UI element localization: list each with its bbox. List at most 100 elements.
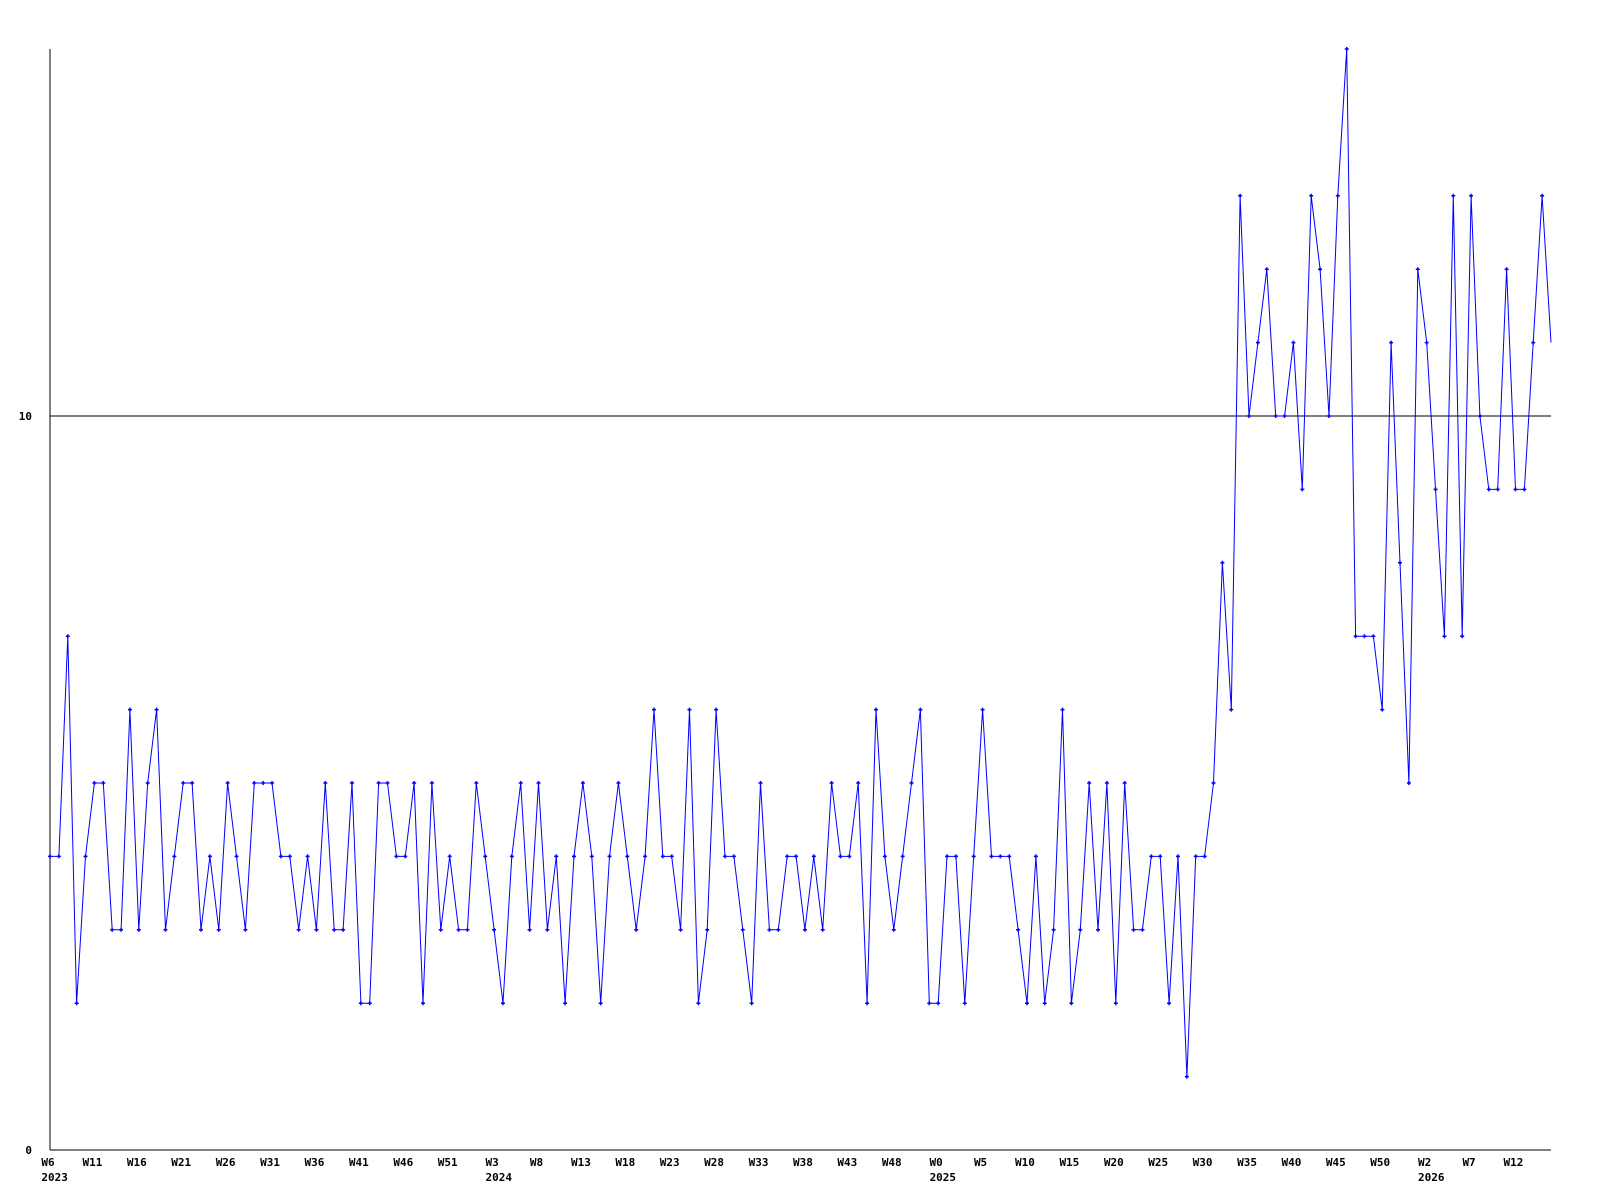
- data-point: [278, 854, 283, 859]
- data-point: [270, 781, 275, 785]
- data-point: [1424, 340, 1429, 345]
- data-point: [1398, 560, 1403, 565]
- data-point: [1371, 634, 1376, 639]
- x-tick-label: W50: [1370, 1156, 1390, 1169]
- data-point: [1282, 414, 1287, 418]
- x-tick-label: W41: [349, 1156, 369, 1169]
- data-point: [1460, 634, 1465, 639]
- series-line: [50, 48, 1552, 1077]
- y-tick-label: 10: [19, 410, 32, 423]
- data-point: [1096, 927, 1101, 932]
- data-point: [554, 854, 559, 859]
- x-tick-label: W12: [1504, 1156, 1524, 1169]
- data-point: [891, 927, 896, 932]
- data-point: [829, 781, 834, 785]
- data-point: [216, 927, 221, 932]
- data-point: [438, 927, 443, 932]
- data-point: [749, 1001, 754, 1006]
- data-point: [794, 854, 799, 859]
- data-point: [367, 1001, 372, 1006]
- data-point: [651, 707, 656, 712]
- data-point: [1211, 781, 1216, 785]
- data-point: [1335, 193, 1340, 198]
- data-point: [767, 927, 772, 932]
- data-point: [1451, 193, 1456, 198]
- data-point: [1522, 487, 1527, 492]
- data-point: [572, 854, 577, 859]
- data-point: [660, 854, 665, 859]
- data-point: [1167, 1001, 1172, 1006]
- data-point: [909, 781, 914, 785]
- data-point: [1326, 414, 1331, 418]
- data-point: [48, 854, 52, 859]
- data-point: [1380, 707, 1385, 712]
- data-point: [678, 927, 683, 932]
- data-point: [1255, 340, 1260, 345]
- x-tick-label: W46: [393, 1156, 413, 1169]
- x-tick-label: W51: [438, 1156, 458, 1169]
- data-point: [953, 854, 958, 859]
- data-point: [1513, 487, 1518, 492]
- x-tick-label: W31: [260, 1156, 280, 1169]
- data-point: [1362, 634, 1367, 639]
- data-point: [403, 854, 408, 859]
- x-tick-label: W11: [82, 1156, 102, 1169]
- data-point: [314, 927, 319, 932]
- x-tick-label: W28: [704, 1156, 724, 1169]
- data-point: [1042, 1001, 1047, 1006]
- data-point: [580, 781, 585, 785]
- data-point: [1158, 854, 1163, 859]
- data-point: [154, 707, 159, 712]
- x-tick-label: W36: [305, 1156, 325, 1169]
- data-point: [714, 707, 719, 712]
- data-point: [234, 854, 239, 859]
- data-point: [1140, 927, 1145, 932]
- x-tick-label: W13: [571, 1156, 591, 1169]
- x-year-label: 2026: [1418, 1171, 1445, 1184]
- x-tick-label: W38: [793, 1156, 813, 1169]
- data-point: [1149, 854, 1154, 859]
- data-point: [385, 781, 390, 785]
- data-point: [110, 927, 115, 932]
- data-point: [1477, 414, 1482, 418]
- data-point: [1353, 634, 1358, 639]
- data-point: [518, 781, 523, 785]
- data-point: [802, 927, 807, 932]
- x-year-label: 2024: [485, 1171, 512, 1184]
- data-point: [1104, 781, 1109, 785]
- data-point: [101, 781, 106, 785]
- data-point: [483, 854, 488, 859]
- data-point: [1078, 927, 1083, 932]
- data-point: [838, 854, 843, 859]
- data-point: [500, 1001, 505, 1006]
- data-point: [705, 927, 710, 932]
- data-point: [536, 781, 541, 785]
- data-point: [190, 781, 195, 785]
- x-tick-label: W18: [615, 1156, 635, 1169]
- x-tick-label: W0: [930, 1156, 943, 1169]
- data-point: [349, 781, 354, 785]
- data-point: [56, 854, 61, 859]
- data-point: [509, 854, 514, 859]
- x-tick-label: W5: [974, 1156, 987, 1169]
- x-tick-label: W48: [882, 1156, 902, 1169]
- data-point: [1007, 854, 1012, 859]
- data-point: [1051, 927, 1056, 932]
- data-point: [172, 854, 177, 859]
- data-point: [1193, 854, 1198, 859]
- data-point: [181, 781, 186, 785]
- data-point: [1247, 414, 1252, 418]
- data-point: [74, 1001, 79, 1006]
- data-point: [696, 1001, 701, 1006]
- x-tick-label: W16: [127, 1156, 147, 1169]
- data-point: [962, 1001, 967, 1006]
- data-point: [1291, 340, 1296, 345]
- data-point: [820, 927, 825, 932]
- x-tick-label: W40: [1281, 1156, 1301, 1169]
- data-point: [882, 854, 887, 859]
- data-point: [429, 781, 434, 785]
- data-point: [873, 707, 878, 712]
- x-tick-label: W6: [41, 1156, 55, 1169]
- data-point: [1113, 1001, 1118, 1006]
- x-tick-label: W26: [216, 1156, 236, 1169]
